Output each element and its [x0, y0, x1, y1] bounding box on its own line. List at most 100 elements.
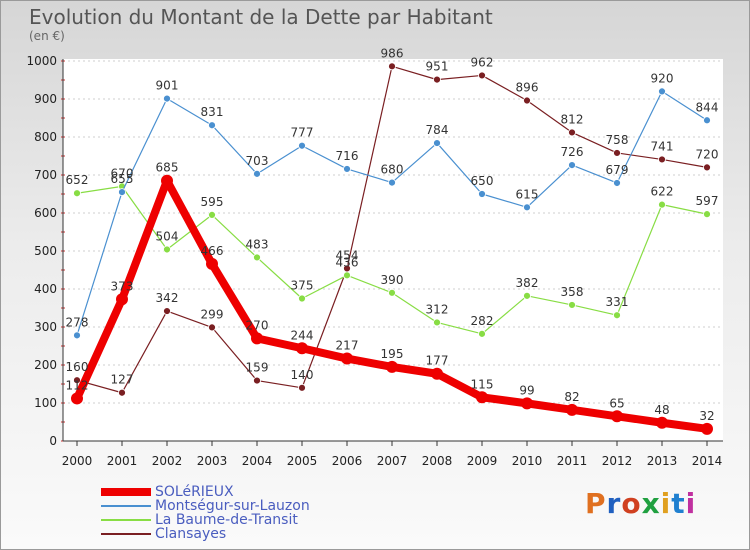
- data-label-clansayes: 758: [606, 133, 629, 147]
- data-point-solerieux: [566, 403, 578, 416]
- data-point-montsegur: [253, 169, 261, 178]
- data-label-montsegur: 920: [651, 71, 674, 85]
- data-point-solerieux: [431, 367, 443, 380]
- data-label-baume: 390: [381, 273, 404, 287]
- data-point-baume: [658, 200, 666, 209]
- data-label-clansayes: 812: [561, 112, 584, 126]
- data-label-montsegur: 726: [561, 145, 584, 159]
- data-point-montsegur: [208, 121, 216, 130]
- data-label-clansayes: 454: [336, 248, 359, 262]
- logo-letter: P: [585, 487, 607, 520]
- data-label-solerieux: 112: [66, 378, 89, 392]
- data-label-solerieux: 466: [201, 244, 224, 258]
- data-label-montsegur: 784: [426, 123, 449, 137]
- legend-label-montsegur: Montségur-sur-Lauzon: [155, 498, 310, 514]
- x-tick-label: 2002: [152, 454, 183, 468]
- data-point-solerieux: [521, 397, 533, 410]
- plot-area: [63, 59, 723, 441]
- data-point-solerieux: [296, 342, 308, 355]
- x-tick-label: 2009: [467, 454, 498, 468]
- data-label-baume: 483: [246, 237, 269, 251]
- data-point-montsegur: [478, 190, 486, 198]
- data-point-montsegur: [568, 161, 576, 170]
- data-point-montsegur: [703, 116, 711, 125]
- data-point-solerieux: [341, 352, 353, 365]
- data-point-clansayes: [298, 383, 306, 392]
- legend-item-solerieux: SOLéRIEUX: [101, 485, 310, 499]
- x-tick-label: 2003: [197, 454, 228, 468]
- logo-letter: o: [621, 487, 642, 520]
- data-label-solerieux: 373: [111, 279, 134, 293]
- data-label-solerieux: 82: [564, 390, 579, 404]
- legend-swatch-solerieux: [101, 488, 151, 496]
- data-label-solerieux: 115: [471, 377, 494, 391]
- data-label-solerieux: 65: [609, 396, 624, 410]
- data-point-clansayes: [658, 155, 666, 164]
- data-point-solerieux: [386, 360, 398, 373]
- chart-title: Evolution du Montant de la Dette par Hab…: [29, 5, 493, 29]
- data-label-clansayes: 741: [651, 139, 674, 153]
- data-label-baume: 597: [696, 194, 719, 208]
- y-tick-label: 400: [34, 282, 57, 296]
- data-point-montsegur: [118, 188, 126, 197]
- data-point-clansayes: [478, 71, 486, 80]
- x-tick-label: 2012: [602, 454, 633, 468]
- x-tick-label: 2007: [377, 454, 408, 468]
- data-label-baume: 358: [561, 285, 584, 299]
- data-label-montsegur: 716: [336, 149, 359, 163]
- data-point-baume: [298, 294, 306, 303]
- data-label-clansayes: 127: [111, 373, 134, 387]
- data-point-solerieux: [611, 410, 623, 423]
- data-label-solerieux: 270: [246, 318, 269, 332]
- data-label-solerieux: 48: [654, 403, 669, 417]
- x-tick-label: 2011: [557, 454, 588, 468]
- data-label-clansayes: 951: [426, 60, 449, 74]
- x-tick-label: 2000: [62, 454, 93, 468]
- logo-letter: r: [606, 487, 622, 520]
- legend-item-baume: La Baume-de-Transit: [101, 513, 310, 527]
- data-label-baume: 312: [426, 302, 449, 316]
- data-point-baume: [433, 318, 441, 327]
- data-point-baume: [73, 189, 81, 198]
- data-label-clansayes: 962: [471, 55, 494, 69]
- data-label-baume: 670: [111, 166, 134, 180]
- x-tick-label: 2004: [242, 454, 273, 468]
- data-point-montsegur: [343, 165, 351, 173]
- y-tick-label: 200: [34, 358, 57, 372]
- data-label-baume: 436: [336, 255, 359, 269]
- legend-item-montsegur: Montségur-sur-Lauzon: [101, 499, 310, 513]
- data-label-clansayes: 140: [291, 368, 314, 382]
- data-point-clansayes: [523, 96, 531, 105]
- data-label-baume: 622: [651, 185, 674, 199]
- data-label-montsegur: 777: [291, 126, 314, 140]
- data-point-clansayes: [388, 62, 396, 71]
- data-label-clansayes: 986: [381, 46, 404, 60]
- data-point-baume: [253, 253, 261, 262]
- x-tick-label: 2001: [107, 454, 138, 468]
- data-point-baume: [568, 301, 576, 309]
- data-point-clansayes: [118, 388, 126, 397]
- y-tick-label: 800: [34, 130, 57, 144]
- data-label-clansayes: 720: [696, 147, 719, 161]
- legend-label-solerieux: SOLéRIEUX: [155, 484, 234, 500]
- data-point-clansayes: [433, 75, 441, 84]
- data-label-clansayes: 896: [516, 81, 539, 95]
- data-point-baume: [703, 210, 711, 219]
- data-label-baume: 375: [291, 279, 314, 293]
- legend: SOLéRIEUX Montségur-sur-Lauzon La Baume-…: [101, 485, 310, 541]
- x-tick-label: 2013: [647, 454, 678, 468]
- proxiti-logo: Proxiti: [585, 487, 696, 520]
- data-label-clansayes: 159: [246, 361, 269, 375]
- data-point-baume: [163, 245, 171, 254]
- legend-item-clansayes: Clansayes: [101, 527, 310, 541]
- legend-label-baume: La Baume-de-Transit: [155, 512, 298, 528]
- data-point-clansayes: [253, 376, 261, 385]
- data-label-montsegur: 703: [246, 154, 269, 168]
- data-label-montsegur: 655: [111, 172, 134, 186]
- data-point-solerieux: [116, 293, 128, 306]
- data-point-montsegur: [658, 87, 666, 96]
- data-point-montsegur: [388, 178, 396, 187]
- data-label-solerieux: 177: [426, 354, 449, 368]
- data-point-clansayes: [163, 307, 171, 315]
